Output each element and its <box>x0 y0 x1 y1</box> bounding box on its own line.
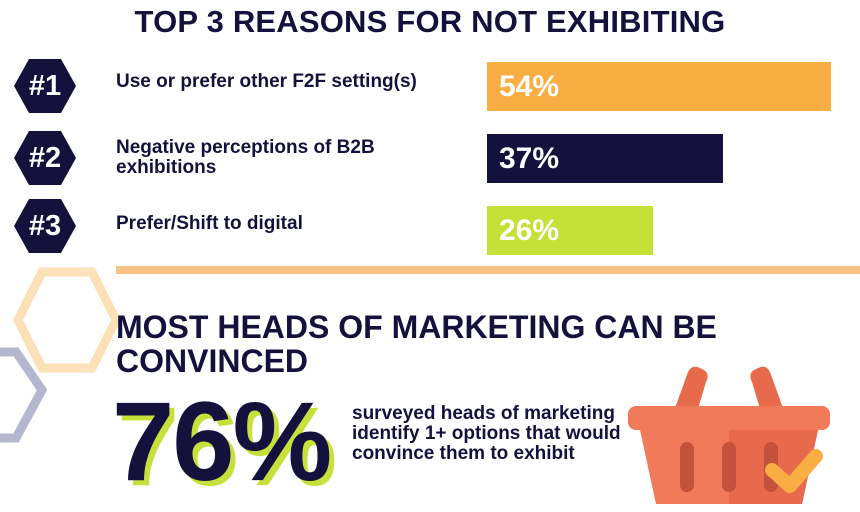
checkmark-icon <box>765 449 823 493</box>
bar-value-label: 26% <box>499 214 560 247</box>
reason-label: Use or prefer other F2F setting(s) <box>116 71 417 92</box>
section-headline: MOST HEADS OF MARKETING CAN BE CONVINCED <box>116 309 717 379</box>
section-divider <box>116 266 860 274</box>
bar-value-label: 37% <box>499 142 560 175</box>
reason-row-2: #2 Negative perceptions of B2B exhibitio… <box>0 130 860 190</box>
bar-value-label: 54% <box>499 70 560 103</box>
reason-row-1: #1 Use or prefer other F2F setting(s) 54… <box>0 58 860 118</box>
shopping-basket-icon <box>628 366 830 504</box>
hexagon-badge-icon <box>14 59 76 113</box>
hexagon-decoration-icon <box>0 267 122 443</box>
page-title: TOP 3 REASONS FOR NOT EXHIBITING <box>134 4 726 39</box>
bar-1: 54% <box>487 62 831 111</box>
rank-label: #1 <box>28 70 62 102</box>
stat-description: surveyed heads of marketing identify 1+ … <box>352 403 621 464</box>
hexagon-badge-icon <box>14 199 76 253</box>
bar-3: 26% <box>487 206 653 255</box>
reason-label: Negative perceptions of B2B exhibitions <box>116 137 375 178</box>
stat-value: 76% <box>112 379 332 504</box>
rank-badge-1: #1 <box>14 58 76 114</box>
rank-label: #3 <box>28 210 62 242</box>
rank-badge-3: #3 <box>14 198 76 254</box>
reason-label: Prefer/Shift to digital <box>116 213 303 234</box>
bar-2: 37% <box>487 134 723 183</box>
reason-row-3: #3 Prefer/Shift to digital 26% <box>0 198 860 258</box>
rank-label: #2 <box>28 142 62 174</box>
hexagon-badge-icon <box>14 131 76 185</box>
rank-badge-2: #2 <box>14 130 76 186</box>
